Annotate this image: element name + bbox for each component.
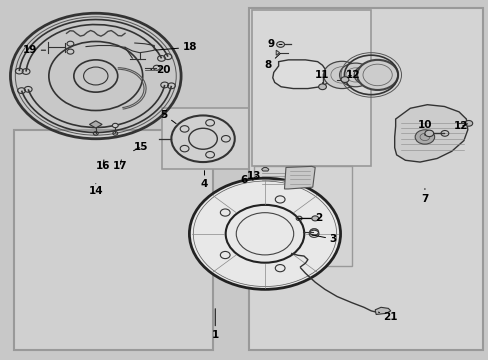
Text: 4: 4	[201, 171, 208, 189]
Polygon shape	[284, 166, 315, 189]
Bar	[251, 10, 370, 166]
Circle shape	[112, 123, 118, 128]
Polygon shape	[272, 60, 329, 89]
Text: 6: 6	[241, 175, 253, 185]
Circle shape	[424, 130, 433, 136]
Circle shape	[311, 216, 318, 221]
Circle shape	[318, 84, 326, 90]
Text: 16: 16	[96, 160, 110, 171]
Text: 1: 1	[211, 309, 219, 340]
Circle shape	[340, 77, 348, 82]
Text: 13: 13	[246, 171, 261, 181]
Bar	[249, 8, 483, 350]
Circle shape	[353, 65, 380, 85]
Text: 8: 8	[264, 54, 280, 70]
Circle shape	[339, 63, 371, 87]
Bar	[14, 130, 212, 350]
Polygon shape	[374, 307, 390, 315]
Circle shape	[414, 130, 434, 144]
Polygon shape	[89, 121, 102, 128]
Polygon shape	[276, 50, 279, 55]
Text: 11: 11	[315, 70, 329, 83]
Bar	[161, 108, 249, 169]
Text: 2: 2	[298, 213, 322, 223]
Text: 10: 10	[417, 121, 431, 135]
Text: 14: 14	[88, 184, 103, 197]
Polygon shape	[261, 167, 268, 171]
Polygon shape	[394, 105, 467, 162]
Text: 12: 12	[453, 121, 468, 131]
Circle shape	[464, 121, 472, 126]
Circle shape	[356, 60, 397, 90]
Text: 19: 19	[23, 45, 45, 55]
Text: 21: 21	[378, 312, 397, 322]
Text: 20: 20	[151, 64, 170, 75]
Circle shape	[323, 61, 360, 89]
Text: 7: 7	[420, 189, 427, 204]
Text: 18: 18	[155, 42, 197, 52]
Text: 3: 3	[311, 234, 336, 244]
Text: 12: 12	[345, 70, 359, 80]
Circle shape	[189, 178, 340, 289]
Bar	[254, 166, 351, 266]
Text: 17: 17	[113, 160, 127, 171]
Circle shape	[276, 41, 284, 47]
Text: 5: 5	[160, 110, 176, 123]
Text: 9: 9	[267, 40, 282, 49]
Text: 15: 15	[133, 142, 147, 152]
